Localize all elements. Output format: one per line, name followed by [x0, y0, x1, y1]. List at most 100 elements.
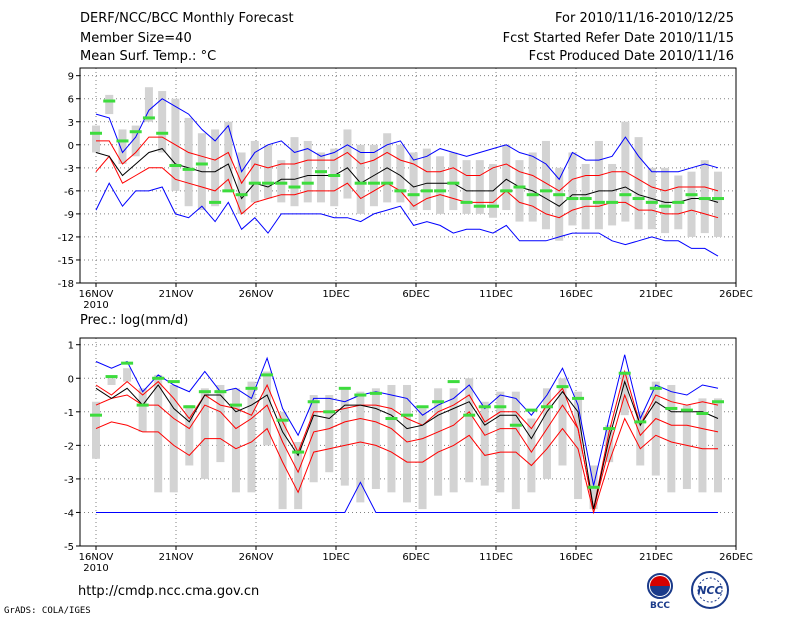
observed-mark	[665, 406, 678, 410]
y-tick-label: -1	[64, 408, 74, 419]
observed-mark	[90, 413, 102, 417]
ensemble-box	[294, 442, 303, 510]
ensemble-box	[138, 388, 147, 432]
ensemble-box	[123, 368, 132, 382]
x-tick-label: 21DEC	[639, 289, 673, 300]
observed-mark	[712, 400, 724, 404]
ensemble-box	[200, 388, 209, 479]
ensemble-box	[216, 384, 225, 463]
x-tick-label: 16DEC	[559, 289, 593, 300]
ensemble-box	[541, 140, 550, 230]
grads-credit: GrADS: COLA/IGES	[4, 606, 91, 616]
ensemble-box	[475, 160, 484, 214]
ensemble-box	[661, 167, 670, 234]
y-tick-label: 1	[68, 341, 74, 352]
y-tick-label: -2	[64, 441, 74, 452]
ensemble-box	[714, 171, 722, 237]
observed-mark	[214, 390, 227, 394]
ensemble-box	[581, 163, 590, 230]
ensemble-box	[651, 381, 660, 476]
y-tick-label: 6	[68, 95, 74, 106]
observed-mark	[401, 413, 413, 417]
panel-1: 16NOV 21NOV 26NOV 1DEC 6DEC 11DEC 16DEC 21DEC 26…	[58, 67, 753, 311]
observed-mark	[229, 403, 242, 407]
x-tick-label: 21DEC	[639, 552, 673, 563]
ensemble-box	[434, 388, 443, 496]
observed-mark	[540, 405, 553, 409]
observed-mark	[606, 200, 619, 204]
ensemble-box	[528, 152, 537, 222]
y-tick-label: -3	[64, 475, 74, 486]
ensemble-box	[698, 398, 707, 493]
observed-mark	[116, 139, 129, 143]
ensemble-box	[303, 140, 312, 203]
ensemble-box	[290, 137, 299, 207]
observed-mark	[712, 197, 724, 201]
ensemble-box	[396, 144, 405, 203]
series-upper-blue	[95, 98, 719, 181]
x-tick-label: 6DEC	[402, 552, 429, 563]
ncc-logo: NCC	[691, 571, 729, 609]
ensemble-box	[409, 152, 418, 211]
x-tick-label: 26NOV	[239, 289, 274, 300]
observed-mark	[420, 189, 433, 193]
source-url[interactable]: http://cmdp.ncc.cma.gov.cn	[78, 584, 260, 599]
ensemble-box	[620, 371, 629, 416]
ensemble-box	[330, 148, 339, 207]
ncc-logo-text: NCC	[697, 584, 722, 597]
y-tick-label: 3	[68, 118, 74, 129]
x-tick-label: 11DEC	[479, 552, 513, 563]
observed-mark	[248, 181, 261, 185]
forecast-started: Fcst Started Refer Date 2010/11/15	[502, 31, 734, 46]
y-tick-label: -18	[58, 279, 74, 290]
plot-frame	[79, 337, 737, 547]
observed-mark	[619, 193, 632, 197]
observed-mark	[478, 405, 491, 409]
x-tick-label: 16NOV	[79, 289, 114, 300]
bcc-logo-text: BCC	[650, 601, 670, 610]
x-tick-label: 26DEC	[719, 289, 753, 300]
observed-mark	[288, 185, 301, 189]
forecast-produced: Fcst Produced Date 2010/11/16	[528, 49, 734, 64]
observed-mark	[182, 167, 195, 171]
ensemble-box	[515, 160, 524, 222]
observed-mark	[354, 393, 367, 397]
x-tick-label: 11DEC	[479, 289, 513, 300]
bcc-logo: BCC	[647, 573, 673, 610]
ensemble-box	[449, 152, 458, 211]
observed-mark	[634, 420, 647, 424]
observed-mark	[526, 193, 539, 197]
observed-mark	[209, 200, 222, 204]
ensemble-box	[356, 144, 365, 214]
observed-mark	[434, 189, 447, 193]
observed-mark	[222, 189, 235, 193]
observed-mark	[473, 204, 486, 208]
series-lower-blue	[95, 182, 719, 257]
y-tick-label: 0	[68, 374, 74, 385]
ensemble-box	[263, 371, 272, 446]
ensemble-box	[371, 388, 380, 489]
ensemble-box	[527, 418, 536, 493]
ensemble-box	[316, 152, 325, 203]
observed-mark	[632, 197, 645, 201]
ensemble-box	[502, 144, 511, 211]
ensemble-box	[107, 378, 116, 385]
observed-mark	[618, 371, 631, 375]
series-upper-blue	[95, 354, 719, 486]
y-tick-label: 9	[68, 72, 74, 83]
observed-mark	[369, 391, 382, 395]
x-sublabel: 2010	[83, 563, 108, 574]
ensemble-box	[634, 137, 643, 230]
series-upper-red	[95, 369, 719, 510]
ensemble-box	[387, 384, 396, 493]
ensemble-box	[169, 384, 178, 493]
observed-mark	[513, 185, 526, 189]
observed-mark	[314, 170, 327, 174]
ensemble-box	[667, 384, 676, 493]
x-tick-label: 16NOV	[79, 552, 114, 563]
observed-mark	[463, 413, 476, 417]
ensemble-box	[714, 398, 722, 493]
x-tick-label: 26DEC	[719, 552, 753, 563]
observed-mark	[129, 130, 142, 134]
ensemble-box	[682, 405, 691, 489]
